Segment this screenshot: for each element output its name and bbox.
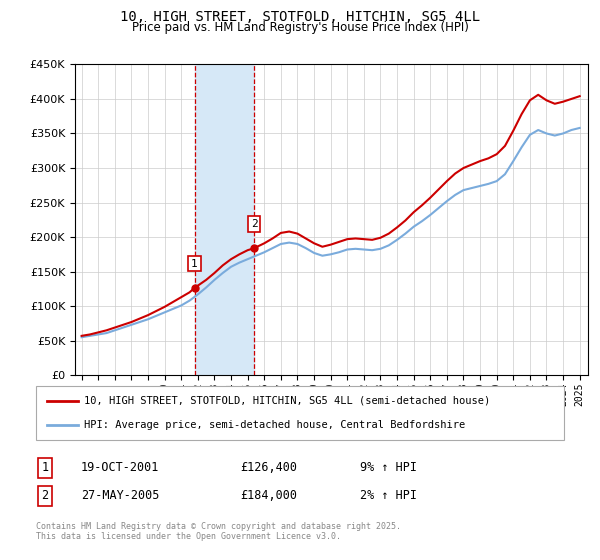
Text: 2: 2 — [41, 489, 49, 502]
Text: 10, HIGH STREET, STOTFOLD, HITCHIN, SG5 4LL (semi-detached house): 10, HIGH STREET, STOTFOLD, HITCHIN, SG5 … — [83, 396, 490, 406]
Text: 1: 1 — [41, 461, 49, 474]
Text: 1: 1 — [191, 259, 198, 269]
Text: £126,400: £126,400 — [240, 461, 297, 474]
Text: 27-MAY-2005: 27-MAY-2005 — [81, 489, 160, 502]
Text: Price paid vs. HM Land Registry's House Price Index (HPI): Price paid vs. HM Land Registry's House … — [131, 21, 469, 34]
Text: 9% ↑ HPI: 9% ↑ HPI — [360, 461, 417, 474]
Text: HPI: Average price, semi-detached house, Central Bedfordshire: HPI: Average price, semi-detached house,… — [83, 420, 465, 430]
Text: 10, HIGH STREET, STOTFOLD, HITCHIN, SG5 4LL: 10, HIGH STREET, STOTFOLD, HITCHIN, SG5 … — [120, 10, 480, 24]
Text: 2: 2 — [251, 219, 257, 229]
Text: £184,000: £184,000 — [240, 489, 297, 502]
Text: 2% ↑ HPI: 2% ↑ HPI — [360, 489, 417, 502]
Text: 19-OCT-2001: 19-OCT-2001 — [81, 461, 160, 474]
Text: Contains HM Land Registry data © Crown copyright and database right 2025.
This d: Contains HM Land Registry data © Crown c… — [36, 522, 401, 542]
Bar — [194, 64, 254, 375]
